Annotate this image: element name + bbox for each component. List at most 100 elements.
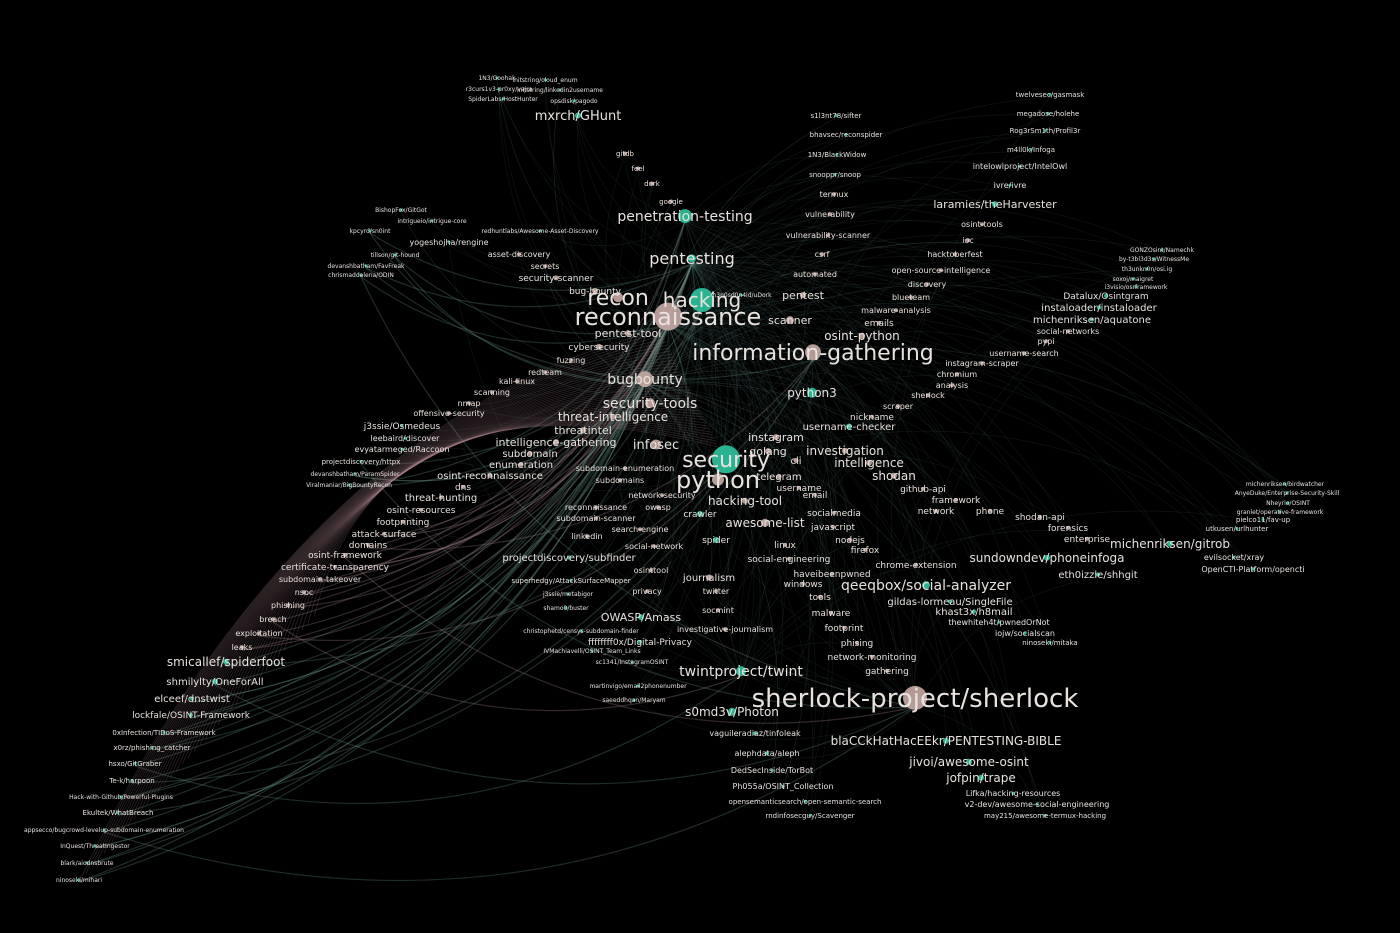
node-breach[interactable] (271, 617, 275, 622)
node-subdomain-takeover[interactable] (318, 577, 322, 582)
node-chrome-extension[interactable] (914, 562, 918, 567)
node-twintproject-twint[interactable] (736, 666, 746, 677)
node-tillson-git-hound[interactable] (393, 253, 397, 257)
node-golang[interactable] (765, 448, 771, 455)
node-attack-surface[interactable] (382, 531, 386, 536)
node-anyeduke-enterprise-security-skill[interactable] (1285, 491, 1289, 495)
node-privacy[interactable] (645, 589, 649, 594)
node-osint-reconnaissance[interactable] (487, 473, 493, 478)
node-hacking[interactable] (690, 288, 714, 312)
node-dork[interactable] (650, 181, 654, 186)
node-superhedgy-attacksurfacemapper[interactable] (569, 579, 573, 583)
node-qeeqbox-social-analyzer[interactable] (922, 581, 930, 590)
node-devanshbatham-paramspider[interactable] (353, 472, 357, 476)
node-kali-linux[interactable] (515, 379, 519, 384)
node-firefox[interactable] (863, 547, 867, 552)
node-lifka-hacking-resources[interactable] (1011, 791, 1015, 795)
node-threat-intelligence[interactable] (610, 413, 616, 420)
node-automated[interactable] (813, 272, 817, 277)
node-shodan-api[interactable] (1038, 514, 1042, 519)
node-domains[interactable] (366, 542, 370, 547)
node-m4ll0k-infoga[interactable] (1029, 148, 1033, 152)
node-security-scanner[interactable] (553, 275, 559, 281)
node-osinttool[interactable] (649, 568, 653, 573)
node-yogeshojha-rengine[interactable] (447, 240, 451, 244)
node-csrf[interactable] (820, 252, 824, 257)
node-iojw-socialscan[interactable] (1023, 631, 1027, 635)
node-cybersecurity[interactable] (596, 343, 602, 350)
node-martinvigo-email2phonenumber[interactable] (636, 684, 640, 688)
node-username-checker[interactable] (846, 423, 852, 430)
node-m3n0sd0n4ld-udork[interactable] (739, 293, 743, 297)
node-enterprise[interactable] (1085, 536, 1089, 541)
node-gonzosint-namechk[interactable] (1160, 248, 1164, 252)
node-lockfale-osint-framework[interactable] (189, 712, 193, 717)
node-intelowlproject-intelowl[interactable] (1018, 164, 1022, 168)
node-rog3rsm1th-profil3r[interactable] (1043, 129, 1047, 133)
node-certificate-transparency[interactable] (333, 564, 337, 569)
node-termux[interactable] (832, 192, 836, 197)
node-michenriksen-birdwatcher[interactable] (1283, 482, 1287, 486)
node-leebaird-discover[interactable] (403, 436, 407, 440)
node-osint-framework[interactable] (343, 552, 347, 557)
node-nheyrio-osint[interactable] (1286, 501, 1290, 505)
node-gildas-lormeau-singlefile[interactable] (948, 599, 952, 604)
node-socialmedia[interactable] (832, 510, 836, 515)
node-gitdb[interactable] (623, 151, 627, 156)
node-christophetd-censys-subdomain-finder[interactable] (579, 629, 583, 633)
node-inquest-threatingestor[interactable] (93, 844, 97, 848)
node-opsdisk-pagodo[interactable] (572, 99, 576, 103)
node-projectdiscovery-httpx[interactable] (359, 460, 363, 464)
node-blacckhathaceekr-pentesting-bible[interactable] (943, 737, 949, 744)
node-shodan[interactable] (891, 472, 897, 479)
node-email[interactable] (813, 492, 817, 497)
node-socmint[interactable] (716, 608, 720, 613)
node-malware[interactable] (829, 610, 833, 615)
node-secrets[interactable] (543, 264, 547, 269)
node-network-monitoring[interactable] (870, 654, 874, 659)
node-reconnaissance[interactable] (594, 505, 598, 510)
node-vaguileradiaz-tinfoleak[interactable] (753, 731, 757, 736)
node-python[interactable] (712, 473, 724, 486)
node-owasp-amass[interactable] (638, 614, 644, 621)
node-dedsecinside-torbot[interactable] (770, 768, 774, 772)
node-scanner[interactable] (786, 316, 794, 325)
node-ninoseki-mihari[interactable] (77, 878, 81, 882)
node-chromium[interactable] (955, 372, 959, 377)
node-haveibeenpwned[interactable] (830, 571, 834, 576)
node-th3unkn0n-osi-ig[interactable] (1145, 267, 1149, 271)
node-dns[interactable] (461, 484, 465, 489)
node-saeeddhqan-maryam[interactable] (632, 698, 636, 702)
node-1n3-goohak[interactable] (495, 76, 499, 80)
node-intelligence[interactable] (866, 459, 872, 466)
node-offensive-security[interactable] (447, 411, 451, 416)
node-spider[interactable] (713, 536, 719, 543)
node-nodejs[interactable] (848, 537, 852, 542)
node-discovery[interactable] (925, 282, 929, 287)
node-ffffffff0x-digital-privacy[interactable] (638, 639, 642, 644)
node-ph055a-osint-collection[interactable] (781, 784, 785, 788)
node-awesome-list[interactable] (761, 518, 769, 527)
node-malware-analysis[interactable] (894, 308, 898, 313)
node-vulnerability[interactable] (828, 212, 832, 217)
node-initstring-linkedin2username[interactable] (558, 88, 562, 92)
node-0xinfection-tidos-framework[interactable] (162, 731, 166, 735)
node-s0md3v-photon[interactable] (728, 707, 736, 716)
node-jivoi-awesome-osint[interactable] (966, 758, 972, 765)
node-telegram[interactable] (776, 474, 782, 479)
node-hack-with-github-powerful-plugins[interactable] (119, 795, 123, 799)
node-network-security[interactable] (660, 493, 664, 498)
node-phising[interactable] (855, 640, 859, 645)
node-social-network[interactable] (652, 544, 656, 549)
node-instagram-scraper[interactable] (980, 361, 984, 366)
node-security-tools[interactable] (645, 398, 655, 409)
node-phishing[interactable] (286, 603, 290, 608)
node-redhuntlabs-awesome-asset-discovery[interactable] (538, 229, 542, 233)
node-r3curs1v3-pr0xy-vajra[interactable] (497, 87, 501, 91)
node-osint-python[interactable] (859, 332, 865, 339)
node-shmilylty-oneforall[interactable] (212, 678, 218, 685)
node-hacking-tool[interactable] (742, 497, 748, 504)
node-rndinfosecguy-scavenger[interactable] (808, 814, 812, 818)
node-sundowndev-phoneinfoga[interactable] (1044, 554, 1050, 561)
node-j3ssie-metabigor[interactable] (566, 592, 570, 596)
